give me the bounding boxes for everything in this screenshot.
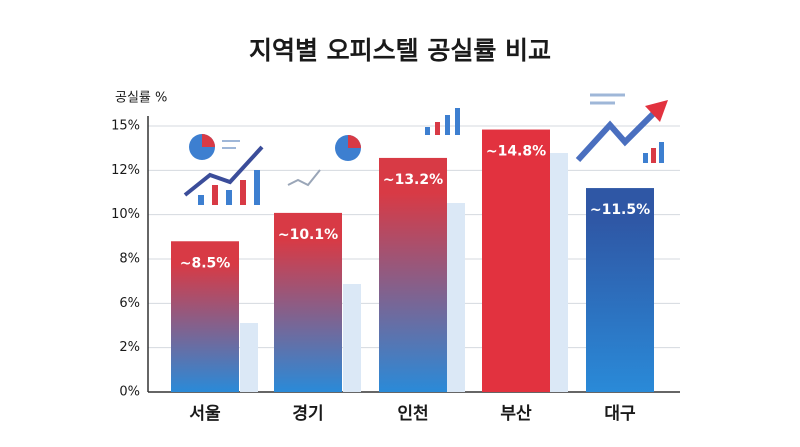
ghost-bar	[550, 153, 568, 392]
data-label: ~11.5%	[590, 202, 650, 218]
y-tick-label: 10%	[111, 207, 140, 222]
x-tick-label: 대구	[604, 404, 636, 424]
icon-bar	[435, 122, 440, 135]
decorations	[183, 93, 668, 205]
pie-icon	[348, 135, 361, 148]
y-tick-label: 6%	[119, 296, 140, 311]
pie-icon	[202, 134, 215, 147]
x-tick-label: 경기	[292, 404, 323, 424]
ghost-bar	[447, 203, 465, 392]
icon-bar	[445, 115, 450, 135]
bar	[274, 212, 342, 392]
arrow-head	[645, 100, 668, 122]
x-tick-label: 부산	[500, 404, 532, 424]
bar	[171, 241, 239, 392]
y-tick-label: 8%	[119, 252, 140, 267]
x-tick-label: 서울	[189, 404, 221, 424]
y-tick-label: 12%	[111, 163, 140, 178]
data-label: ~8.5%	[180, 255, 231, 271]
chart-title: 지역별 오피스텔 공실률 비교	[249, 36, 551, 65]
icon-bar	[455, 108, 460, 135]
bar	[586, 188, 654, 392]
icon-bar	[425, 127, 430, 135]
trend-arrow	[183, 145, 264, 197]
icon-bar	[198, 195, 204, 205]
icon-bar	[254, 170, 260, 205]
icon-bar	[659, 142, 664, 163]
ghost-bar	[343, 284, 361, 392]
y-tick-label: 2%	[119, 340, 140, 355]
ghost-bar	[240, 323, 258, 392]
y-tick-label: 0%	[119, 385, 140, 400]
icon-bar	[643, 153, 648, 163]
icon-bar	[212, 185, 218, 205]
ghost-bars	[240, 153, 568, 392]
data-label: ~14.8%	[486, 144, 546, 160]
icon-line	[287, 169, 321, 187]
icon-bar	[240, 180, 246, 205]
y-axis-label: 공실률 %	[115, 91, 167, 106]
icon-bar	[226, 190, 232, 205]
trend-arrow	[575, 109, 658, 163]
bar	[482, 129, 550, 392]
y-tick-label: 15%	[111, 119, 140, 134]
x-tick-label: 인천	[397, 404, 428, 424]
icon-bar	[651, 148, 656, 163]
bar	[379, 157, 447, 392]
data-label: ~10.1%	[278, 227, 338, 243]
data-label: ~13.2%	[383, 172, 443, 188]
